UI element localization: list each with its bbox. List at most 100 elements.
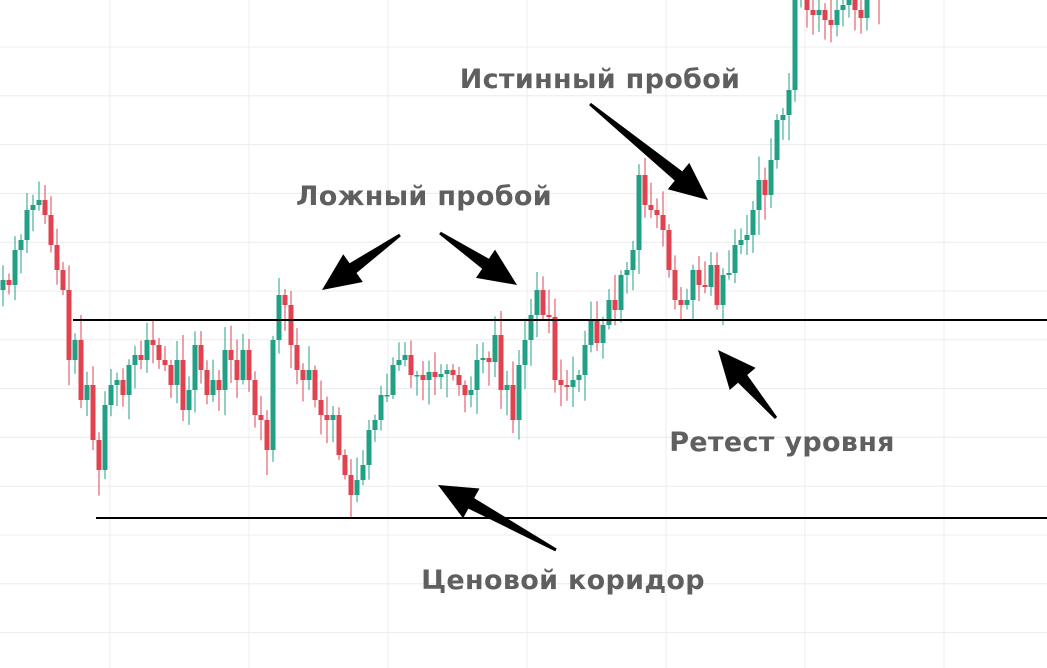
candle-body	[738, 240, 744, 245]
levels	[73, 319, 1047, 519]
candle-body	[750, 210, 756, 235]
candle-body	[486, 358, 492, 362]
candle-body	[690, 270, 696, 300]
candle-body	[174, 360, 180, 385]
candle-body	[312, 370, 318, 400]
candle-body	[714, 265, 720, 305]
candle-body	[612, 300, 618, 310]
true-breakout-arrow-icon	[589, 102, 708, 200]
candle-body	[6, 280, 12, 285]
arrows	[322, 102, 778, 552]
candle-body	[192, 345, 198, 390]
candle-body	[198, 345, 204, 370]
candle-body	[570, 380, 576, 387]
candle-body	[708, 265, 714, 287]
annotation-false-breakout: Ложный пробой	[296, 181, 552, 212]
candle-body	[390, 365, 396, 395]
candle-body	[402, 355, 408, 360]
candle-body	[336, 415, 342, 455]
candle-body	[816, 10, 822, 15]
candle-body	[318, 400, 324, 415]
candle-body	[0, 280, 6, 290]
candle-body	[600, 325, 606, 343]
candle-body	[228, 350, 234, 360]
candle-body	[306, 370, 312, 380]
candle-body	[348, 475, 354, 495]
candle-body	[264, 420, 270, 450]
candle-body	[384, 395, 390, 397]
false-breakout-arrow-left-icon	[322, 233, 401, 290]
candle-body	[582, 345, 588, 375]
annotation-retest: Ретест уровня	[669, 427, 895, 458]
candle-body	[858, 10, 864, 18]
candle-body	[456, 375, 462, 385]
candle-body	[48, 215, 54, 245]
candle-body	[762, 180, 768, 195]
candle-body	[12, 250, 18, 285]
candle-body	[804, 0, 810, 10]
candle-body	[630, 250, 636, 270]
candle-body	[216, 380, 222, 390]
candle-body	[234, 360, 240, 380]
candle-body	[516, 365, 522, 420]
candle-body	[642, 175, 648, 205]
candle-body	[450, 370, 456, 375]
candle-body	[696, 270, 702, 285]
candle-body	[678, 300, 684, 305]
candle-body	[606, 300, 612, 325]
price-corridor-arrow-icon	[438, 485, 557, 552]
candle-body	[132, 355, 138, 365]
candle-body	[822, 10, 828, 20]
candle-body	[396, 360, 402, 365]
candle-body	[222, 350, 228, 390]
candle-body	[246, 350, 252, 380]
candle-body	[66, 290, 72, 360]
candle-body	[258, 415, 264, 420]
candle-body	[168, 365, 174, 385]
candle-body	[240, 350, 246, 380]
candle-body	[588, 320, 594, 345]
false-breakout-arrow-right-icon	[439, 231, 517, 285]
candle-body	[408, 355, 414, 375]
candle-body	[522, 340, 528, 365]
candle-body	[78, 340, 84, 400]
candle-body	[702, 285, 708, 287]
candle-body	[672, 270, 678, 300]
candle-body	[54, 245, 60, 270]
candle-body	[276, 295, 282, 340]
candle-body	[342, 455, 348, 475]
candle-body	[618, 275, 624, 310]
candle-body	[534, 290, 540, 315]
candle-body	[474, 360, 480, 390]
candle-body	[270, 340, 276, 450]
candle-body	[552, 317, 558, 380]
candle-body	[444, 370, 450, 374]
candle-body	[24, 210, 30, 240]
candle-body	[840, 5, 846, 10]
candle-body	[360, 465, 366, 480]
candle-body	[366, 430, 372, 465]
candle-body	[546, 315, 552, 317]
candle-body	[528, 315, 534, 340]
candle-body	[468, 390, 474, 395]
candle-body	[186, 390, 192, 410]
retest-arrow-icon	[718, 350, 778, 419]
candle-body	[96, 440, 102, 470]
candle-body	[666, 230, 672, 270]
candle-body	[414, 375, 420, 377]
candle-body	[768, 160, 774, 195]
candle-body	[252, 380, 258, 415]
candle-body	[834, 10, 840, 25]
candle-body	[540, 290, 546, 315]
candle-body	[282, 295, 288, 305]
candle-body	[150, 340, 156, 345]
candle-body	[204, 370, 210, 395]
candle-body	[558, 380, 564, 385]
candle-body	[42, 200, 48, 215]
candle-body	[792, 0, 798, 90]
candle-body	[726, 273, 732, 275]
candle-body	[720, 275, 726, 305]
candle-body	[138, 355, 144, 360]
